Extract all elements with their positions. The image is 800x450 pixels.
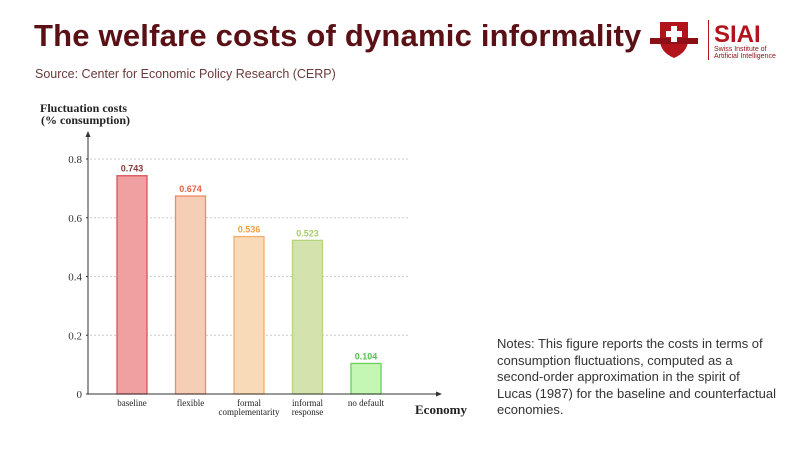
x-axis-label: Economy — [415, 402, 468, 417]
x-tick-label: formal — [237, 398, 261, 408]
svg-text:Artificial Intelligence: Artificial Intelligence — [714, 53, 776, 60]
y-tick-label: 0.8 — [68, 154, 82, 166]
notes-text: Notes: This figure reports the costs in … — [497, 336, 776, 417]
bar-1 — [174, 195, 207, 395]
bar-3 — [291, 239, 324, 395]
x-tick-label: no default — [348, 398, 385, 408]
page-title: The welfare costs of dynamic informality — [34, 18, 642, 53]
data-label: 0.674 — [179, 184, 202, 194]
y-axis-label-line1: Fluctuation costs — [40, 101, 127, 115]
x-tick-label: baseline — [117, 398, 147, 408]
x-tick-label: informal — [292, 398, 323, 408]
data-label: 0.743 — [121, 164, 144, 174]
siai-logo: SIAI Swiss Institute of Artificial Intel… — [648, 18, 778, 62]
logo-text: SIAI — [714, 21, 761, 48]
data-label: 0.536 — [238, 225, 261, 235]
svg-text:Swiss Institute of: Swiss Institute of — [714, 46, 767, 53]
x-tick-label: response — [292, 407, 324, 417]
bar-0 — [116, 175, 148, 395]
y-tick-label: 0 — [77, 389, 83, 401]
y-tick-label: 0.4 — [68, 272, 82, 284]
x-axis-arrow — [436, 391, 442, 397]
y-tick-label: 0.6 — [68, 213, 82, 225]
y-axis-label-line2: (% consumption) — [41, 113, 130, 127]
x-tick-label: flexible — [177, 398, 205, 408]
data-label: 0.104 — [355, 351, 378, 361]
data-label: 0.523 — [296, 228, 319, 238]
x-tick-label: complementarity — [219, 407, 280, 417]
bar-2 — [233, 235, 265, 395]
source-text: Source: Center for Economic Policy Resea… — [35, 67, 336, 81]
y-tick-label: 0.2 — [68, 330, 82, 342]
y-axis-arrow — [85, 131, 91, 137]
bar-4 — [350, 362, 382, 395]
